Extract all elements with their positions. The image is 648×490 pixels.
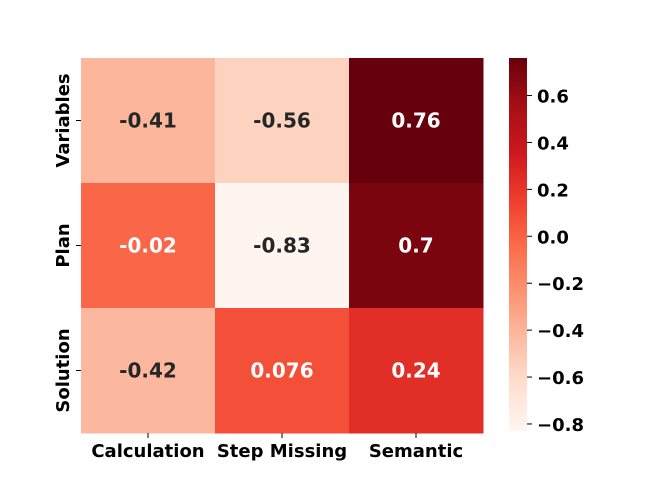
- heatmap-cell-variables-step-missing: [215, 58, 350, 184]
- cell-value-label: 0.24: [391, 359, 440, 383]
- cell-value-label: 0.76: [391, 109, 440, 133]
- colorbar-tick-label: −0.2: [537, 274, 584, 295]
- x-tick-label-step-missing: Step Missing: [217, 441, 347, 462]
- cell-value-label: -0.02: [119, 234, 177, 258]
- heatmap-cell-plan-semantic: [349, 183, 484, 309]
- y-tick-label-plan: Plan: [53, 223, 74, 267]
- y-tick-label-solution: Solution: [53, 328, 74, 412]
- heatmap-cell-solution-calculation: [81, 308, 216, 434]
- colorbar-tick-label: −0.8: [537, 415, 584, 436]
- cell-value-label: 0.076: [250, 359, 313, 383]
- cell-value-label: -0.83: [253, 234, 311, 258]
- cell-value-label: 0.7: [398, 234, 433, 258]
- colorbar-tick-label: 0.6: [537, 87, 569, 108]
- colorbar-gradient: [509, 58, 527, 431]
- colorbar-tick-label: −0.4: [537, 321, 584, 342]
- heatmap-cell-plan-step-missing: [215, 183, 350, 309]
- cell-value-label: -0.56: [253, 109, 311, 133]
- colorbar-tick-label: 0.0: [537, 227, 569, 248]
- x-tick-label-calculation: Calculation: [91, 441, 204, 462]
- cell-value-label: -0.42: [119, 359, 177, 383]
- heatmap-cell-variables-calculation: [81, 58, 216, 184]
- colorbar-tick-label: −0.6: [537, 368, 584, 389]
- cell-value-label: -0.41: [119, 109, 177, 133]
- heatmap-cell-variables-semantic: [349, 58, 484, 184]
- heatmap-cell-solution-semantic: [349, 308, 484, 434]
- x-tick-label-semantic: Semantic: [369, 441, 463, 462]
- heatmap-cell-solution-step-missing: [215, 308, 350, 434]
- y-tick-label-variables: Variables: [53, 73, 74, 167]
- colorbar-tick-label: 0.2: [537, 180, 569, 201]
- colorbar-tick-label: 0.4: [537, 133, 569, 154]
- heatmap-cell-plan-calculation: [81, 183, 216, 309]
